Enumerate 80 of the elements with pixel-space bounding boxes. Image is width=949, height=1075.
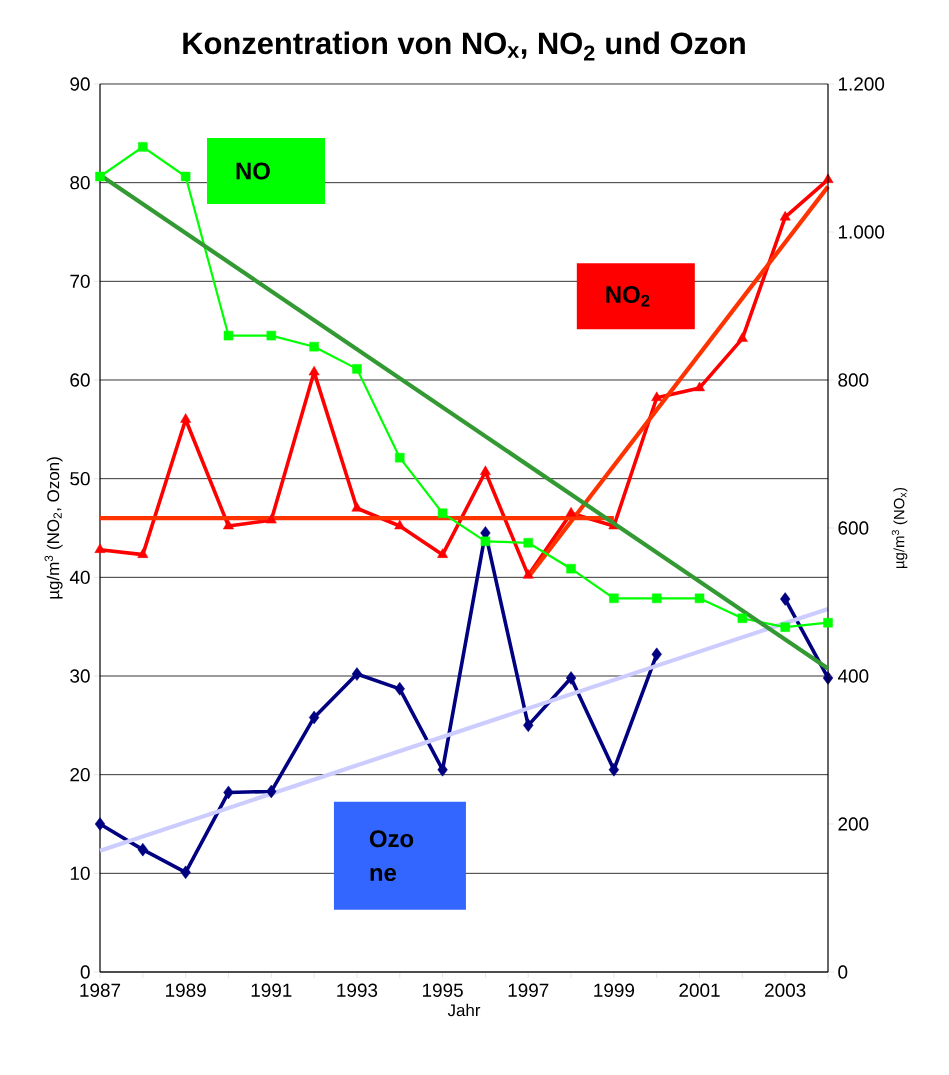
point [137, 548, 149, 558]
point [94, 543, 106, 553]
y2-tick-label: 0 [838, 965, 848, 979]
y-tick-label: 50 [70, 471, 90, 486]
point [437, 548, 449, 558]
y-tick-label: 10 [70, 866, 90, 881]
point [736, 332, 748, 342]
point [694, 593, 705, 604]
point [309, 341, 319, 352]
point [780, 622, 790, 632]
point [437, 508, 448, 518]
y2-tick-label: 400 [837, 669, 869, 683]
y-tick-label: 0 [80, 965, 90, 979]
y2-tick-label: 600 [838, 521, 869, 535]
point [137, 842, 148, 857]
point [737, 613, 748, 624]
point [180, 413, 192, 423]
point [223, 330, 234, 341]
point [779, 210, 791, 221]
point [780, 592, 791, 606]
y2-tick-label: 1.000 [838, 225, 885, 239]
y-axis-title: µg/m$^{3}$ (NO$_{2}$, Ozon) [44, 457, 63, 599]
chart-title: Konzentration von NO$_{x}$, NO$_{2}$ und Ozon [183, 31, 745, 61]
point [351, 667, 363, 681]
point [95, 171, 105, 182]
point [480, 536, 491, 547]
x-tick-label: 2001 [679, 983, 720, 997]
point [266, 784, 277, 799]
point [265, 513, 277, 524]
x-tick-label: 1999 [594, 983, 635, 997]
point [479, 465, 491, 475]
point [394, 519, 406, 530]
point [523, 718, 534, 733]
y-tick-label: 30 [70, 669, 90, 683]
point [523, 538, 533, 548]
y-tick-label: 70 [70, 274, 90, 289]
point [266, 330, 277, 341]
point [694, 381, 705, 392]
x-tick-label: 1987 [80, 983, 121, 997]
x-tick-label: 1997 [508, 983, 549, 997]
y2-tick-label: 800 [838, 373, 869, 387]
point [437, 763, 448, 777]
y2-tick-label: 1.200 [838, 77, 885, 91]
point [223, 519, 234, 530]
point [138, 142, 148, 152]
point [308, 365, 320, 376]
point [352, 364, 362, 374]
point [609, 593, 619, 604]
text: NO$_{2}$ [606, 286, 650, 307]
point [395, 452, 405, 463]
y-tick-label: 40 [69, 570, 90, 585]
point [309, 710, 320, 725]
y2-tick-label: 200 [838, 817, 869, 831]
point [180, 171, 191, 182]
x-tick-label: 1995 [422, 983, 463, 997]
point [565, 506, 577, 517]
x-axis-title: Jahr [447, 1003, 481, 1017]
point [651, 391, 663, 401]
x-tick-label: 1991 [251, 983, 292, 997]
point [651, 593, 662, 604]
y-tick-label: 80 [70, 175, 90, 190]
point [94, 817, 106, 831]
y-tick-label: 60 [70, 373, 90, 387]
point [180, 865, 191, 880]
x-tick-label: 1989 [166, 983, 206, 997]
point [566, 563, 576, 574]
y-tick-label: 90 [70, 77, 90, 91]
text: Ozo ne [369, 830, 414, 882]
point [394, 682, 405, 696]
point [608, 763, 619, 777]
point [565, 671, 577, 685]
y2-axis-title: µg/m$^{3}$ (NO$_{x}$) [891, 487, 908, 569]
point [823, 617, 833, 628]
point [651, 647, 662, 662]
x-tick-label: 1993 [337, 983, 378, 997]
x-tick-label: 2003 [765, 983, 806, 997]
point [522, 569, 534, 579]
point [223, 785, 234, 800]
series-label: NO [236, 162, 270, 180]
y-tick-label: 20 [70, 767, 90, 782]
